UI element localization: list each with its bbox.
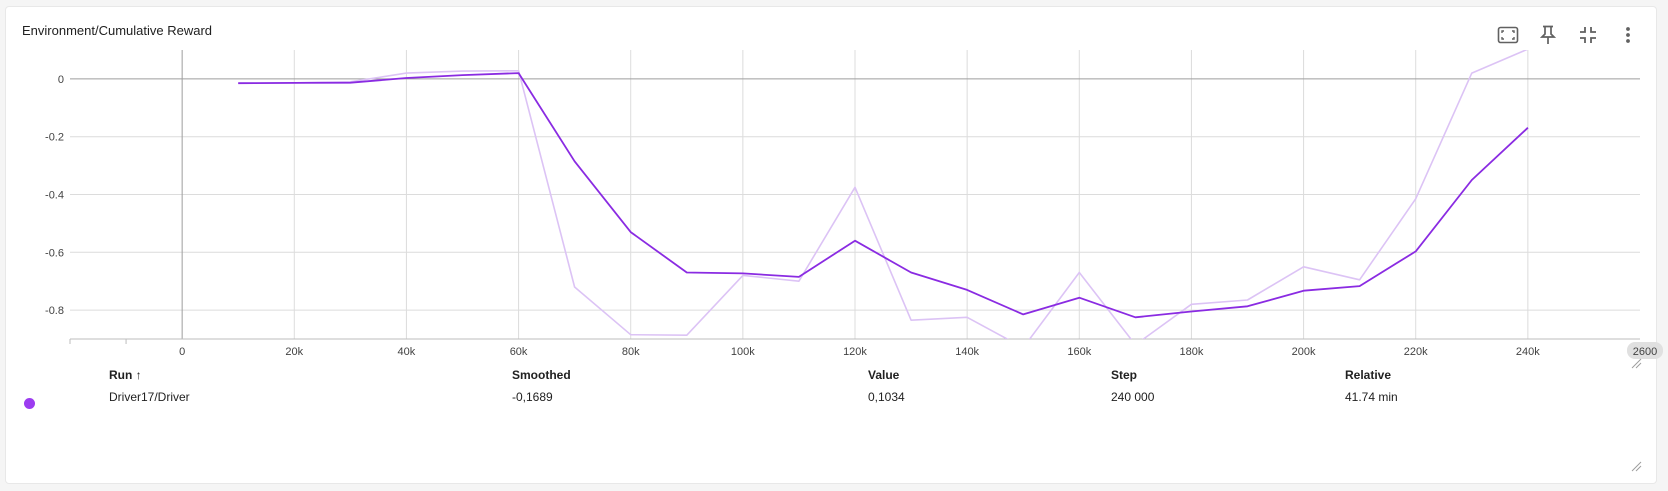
fit-screen-button[interactable] <box>1492 19 1524 51</box>
run-color-dot <box>24 398 35 409</box>
x-end-label: 2600 <box>1633 346 1657 358</box>
x-tick-label: 160k <box>1067 346 1091 358</box>
x-tick-label: 40k <box>398 346 416 358</box>
raw-value: 0,1034 <box>868 390 905 404</box>
card-resize-handle[interactable] <box>1630 460 1642 472</box>
column-header-run[interactable]: Run ↑ <box>109 368 142 382</box>
step-value: 240 000 <box>1111 390 1155 404</box>
column-header-smoothed[interactable]: Smoothed <box>512 368 571 382</box>
column-header-relative[interactable]: Relative <box>1345 368 1392 382</box>
relative-value: 41.74 min <box>1345 390 1398 404</box>
x-tick-label: 220k <box>1404 346 1428 358</box>
run-name: Driver17/Driver <box>109 390 190 404</box>
chart-card: Environment/Cumulative Reward <box>5 6 1657 484</box>
pin-button[interactable] <box>1532 19 1564 51</box>
smoothed-value: -0,1689 <box>512 390 553 404</box>
card-title: Environment/Cumulative Reward <box>22 23 213 38</box>
smoothed-series-line <box>238 72 1529 319</box>
x-tick-label: 20k <box>285 346 303 358</box>
x-tick-label: 180k <box>1179 346 1203 358</box>
pin-icon <box>1540 25 1556 44</box>
chart-resize-handle[interactable] <box>1630 357 1642 369</box>
column-header-value[interactable]: Value <box>868 368 900 382</box>
x-end-label-background <box>1627 342 1663 359</box>
fit-screen-icon <box>1497 26 1519 44</box>
more-vert-icon <box>1626 27 1630 43</box>
x-tick-label: 200k <box>1292 346 1316 358</box>
more-options-button[interactable] <box>1612 19 1644 51</box>
x-tick-label: 100k <box>731 346 755 358</box>
collapse-button[interactable] <box>1572 19 1604 51</box>
y-tick-label: -0.2 <box>45 132 64 144</box>
x-tick-label: 0 <box>179 346 185 358</box>
collapse-icon <box>1580 27 1596 43</box>
x-tick-label: 240k <box>1516 346 1540 358</box>
x-tick-label: 120k <box>843 346 867 358</box>
x-tick-label: 140k <box>955 346 979 358</box>
x-tick-label: 60k <box>510 346 528 358</box>
y-tick-label: -0.4 <box>45 190 64 202</box>
y-tick-label: -0.8 <box>45 305 64 317</box>
line-chart[interactable]: 0 -0.2 -0.4 -0.6 -0.8 0 20k 40k 60k 80k 100k 120k 14… <box>0 0 1668 360</box>
raw-series-line <box>238 50 1528 339</box>
card-toolbar <box>1492 19 1644 51</box>
column-header-step[interactable]: Step <box>1111 368 1138 382</box>
x-tick-label: 80k <box>622 346 640 358</box>
y-tick-label: -0.6 <box>45 247 64 259</box>
y-tick-label: 0 <box>58 74 64 86</box>
